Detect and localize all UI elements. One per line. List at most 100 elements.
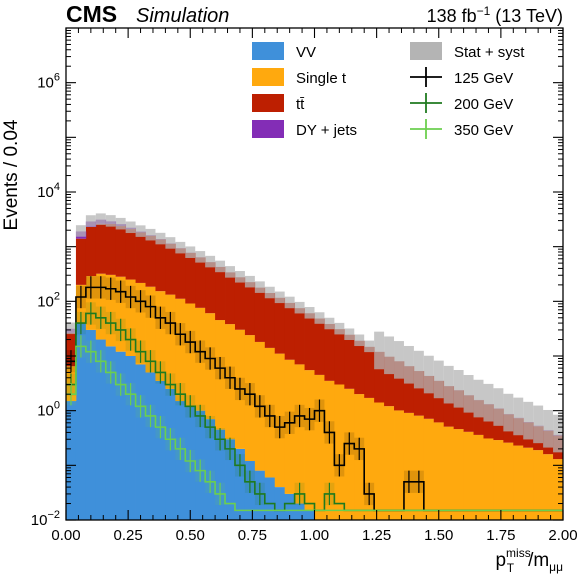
signal-band-0-30 [364, 482, 375, 506]
unc-bin-42 [483, 383, 494, 422]
x-tick-label-6: 1.50 [424, 527, 453, 544]
signal-band-2-10 [165, 428, 176, 451]
signal-band-1-7 [135, 340, 146, 363]
unc-bin-16 [225, 266, 235, 278]
legend-label-unc: Stat + syst [454, 44, 525, 61]
bar-0-20 [264, 477, 276, 520]
bar-1-39 [453, 429, 464, 520]
signal-band-0-16 [225, 366, 235, 389]
signal-band-1-23 [294, 482, 305, 506]
signal-band-0-1 [75, 285, 86, 309]
bar-2-13 [195, 257, 206, 308]
signal-band-2-12 [185, 449, 196, 473]
y-tick-base: 10 [37, 403, 54, 420]
signal-band-2-4 [105, 361, 116, 384]
signal-band-1-3 [95, 306, 106, 329]
x-tick-label-4: 1.00 [300, 527, 329, 544]
bar-2-4 [105, 223, 117, 275]
bar-2-38 [443, 386, 455, 427]
signal-band-0-4 [105, 277, 116, 300]
bar-2-32 [384, 356, 395, 407]
stacked-bars [66, 219, 564, 520]
signal-band-1-13 [195, 404, 206, 428]
bar-2-7 [135, 232, 146, 283]
y-tick-base: 10 [37, 184, 54, 201]
bar-1-44 [503, 442, 514, 520]
bar-2-14 [205, 262, 216, 314]
x-title-den-sub: μμ [549, 560, 563, 574]
bar-1-46 [523, 447, 534, 520]
signal-band-2-13 [195, 459, 206, 482]
signal-band-2-7 [135, 395, 146, 418]
unc-bin-24 [304, 307, 315, 319]
signal-band-2-8 [145, 404, 156, 428]
signal-band-0-27 [334, 454, 345, 477]
unc-bin-9 [155, 232, 166, 245]
bar-2-41 [473, 400, 484, 435]
unc-bin-23 [294, 301, 305, 314]
unc-bin-46 [523, 401, 534, 440]
unc-bin-18 [244, 275, 255, 288]
legend-signal-label-2: 350 GeV [454, 122, 513, 139]
lumi-label: 138 fb−1 (13 TeV) [427, 4, 563, 26]
bar-2-34 [403, 366, 415, 413]
signal-band-0-29 [354, 437, 365, 461]
x-axis-title: pmiss T/mμμ [495, 546, 563, 575]
lumi-energy: (13 TeV) [490, 6, 563, 26]
bar-1-43 [493, 440, 504, 520]
bar-0-2 [85, 329, 97, 520]
unc-bin-44 [503, 393, 514, 432]
signal-band-0-35 [413, 470, 424, 493]
bar-2-33 [394, 361, 405, 411]
bar-2-27 [334, 329, 345, 385]
unc-bin-6 [125, 221, 136, 234]
signal-band-1-11 [175, 383, 186, 406]
bar-2-2 [85, 227, 97, 277]
legend-label-1: Single t [296, 70, 347, 87]
signal-band-0-22 [284, 411, 295, 434]
bar-1-25 [314, 374, 325, 520]
axes: 0.00 0.25 0.50 0.75 1.00 1.25 1.50 1.75 2.0010−2… [31, 27, 578, 544]
unc-bin-49 [553, 414, 563, 453]
unc-bin-41 [473, 379, 484, 418]
unc-bin-2 [85, 215, 96, 227]
y-tick-base: 10 [31, 512, 48, 529]
y-tick-exp: 2 [54, 290, 60, 302]
x-title-main: p [495, 550, 506, 571]
x-tick-label-8: 2.00 [548, 527, 577, 544]
bar-2-5 [115, 226, 127, 277]
bar-2-0 [66, 332, 77, 367]
signal-band-0-3 [95, 276, 106, 299]
signal-band-0-17 [234, 377, 245, 401]
bar-1-10 [165, 294, 176, 389]
cms-label: CMS [66, 1, 117, 27]
signal-histograms [66, 276, 563, 512]
unc-bin-7 [135, 225, 146, 237]
bar-2-1 [75, 238, 87, 285]
bar-1-38 [443, 426, 455, 520]
x-title-sup: miss [506, 546, 531, 560]
signal-band-2-5 [115, 373, 126, 396]
signal-band-1-14 [205, 415, 216, 439]
signal-band-0-12 [185, 330, 196, 354]
bar-2-3 [95, 223, 107, 274]
legend-signal-label-1: 200 GeV [454, 96, 513, 113]
y-tick-base: 10 [37, 293, 54, 310]
bar-1-5 [115, 276, 127, 352]
bar-1-30 [364, 397, 375, 520]
signal-band-2-11 [175, 437, 186, 461]
signal-band-0-14 [205, 347, 216, 370]
unc-bin-8 [145, 228, 156, 241]
unc-bin-29 [354, 334, 365, 347]
unc-bin-32 [384, 336, 395, 375]
legend-swatch-unc [410, 42, 442, 60]
signal-band-1-18 [244, 470, 255, 493]
unc-bin-25 [314, 312, 325, 324]
bar-2-29 [354, 340, 365, 395]
x-tick-label-0: 0.00 [51, 527, 80, 544]
bar-0-8 [145, 372, 156, 520]
unc-bin-39 [453, 370, 464, 408]
bar-2-15 [215, 266, 226, 321]
signal-band-0-15 [215, 356, 226, 380]
